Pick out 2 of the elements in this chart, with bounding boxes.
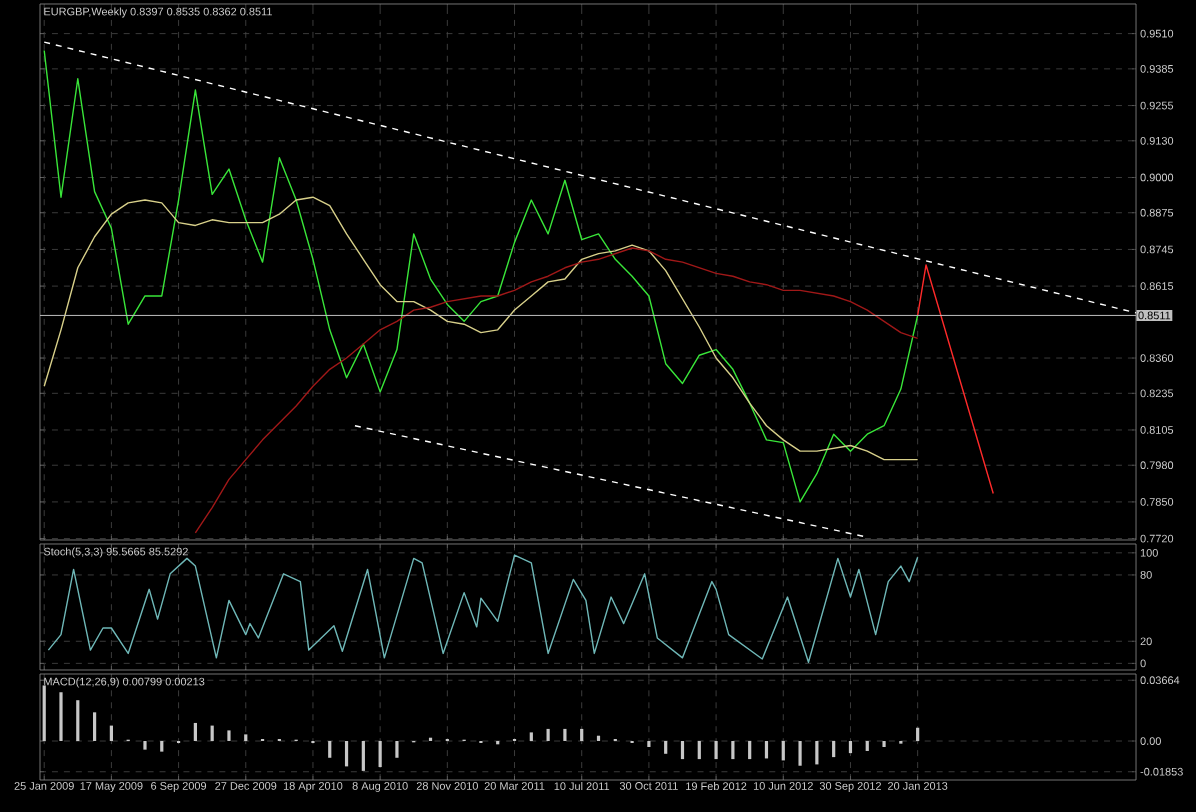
line-series — [47, 554, 919, 663]
line-series — [43, 49, 919, 503]
